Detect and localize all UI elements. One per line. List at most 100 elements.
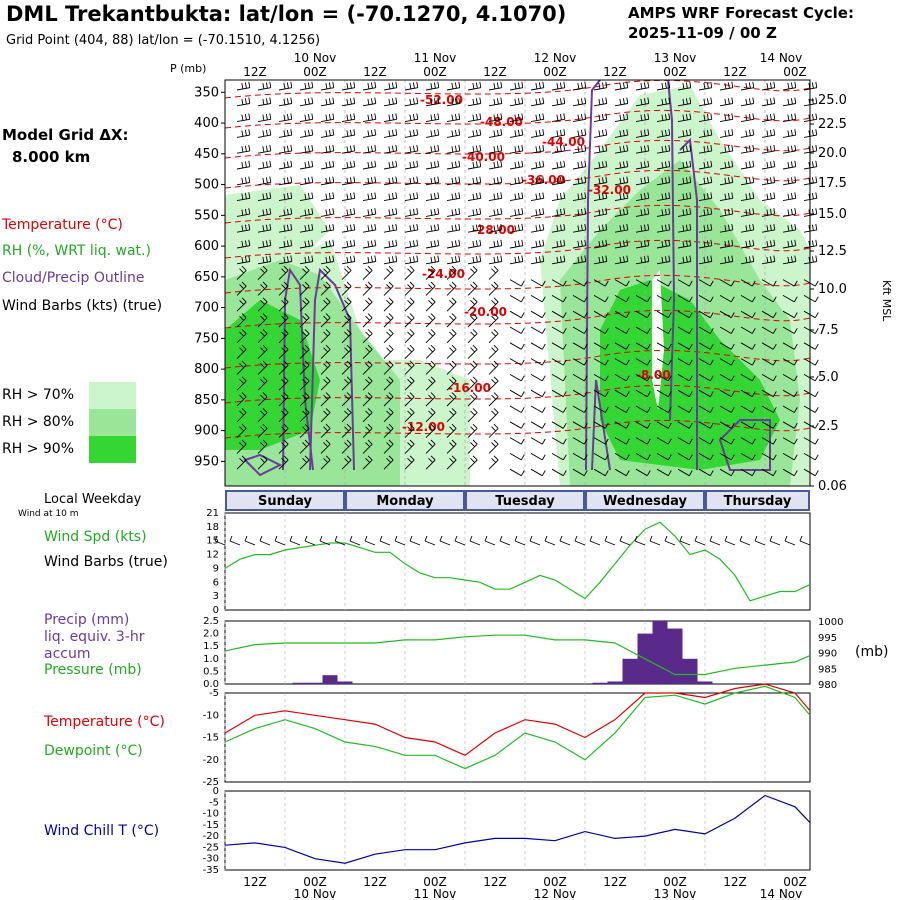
wind-barb [383,265,394,280]
wind-barb [236,239,251,249]
wind-barb [467,313,478,328]
wind-barb [404,81,419,91]
wind-barb [614,342,630,350]
wind-barb [635,239,650,249]
wind-barb [698,176,713,186]
wind-chill-tick-label: -35 [203,865,219,876]
wind-barb [383,344,394,359]
wind-barb [719,310,735,319]
wind-barb [341,97,356,107]
dewpoint-label: Dewpoint (°C) [44,743,143,759]
wind-barb [320,113,335,123]
wind-barb [761,176,776,186]
legend-rh80-label: RH > 80% [2,414,75,430]
wind-barb [362,144,377,154]
wind-barb [404,376,415,391]
wind-barb [383,455,394,470]
wind-barb [488,192,503,202]
wind-barb [719,208,734,217]
temperature-tick-label: -25 [203,777,219,788]
wind-barb [740,239,755,249]
precip-bar [322,675,338,684]
surface-wind-barb [394,535,406,546]
isotherm-label: -52.00 [420,93,463,107]
isotherm-label: -16.00 [448,381,491,395]
wind-barb [635,342,651,350]
wind-barb [320,144,335,154]
wind-barb [467,208,482,217]
wind-barb [467,144,482,154]
wind-barb [404,455,415,470]
wind-barb [782,437,798,445]
wind-barb [572,437,588,445]
wind-barb [299,255,314,265]
wind-barb [698,255,713,265]
wind-barb [257,329,268,344]
surface-wind-barb [454,535,466,546]
wind-barb [614,310,630,319]
wind-barb [677,405,693,413]
wind-barb [530,192,545,202]
temperature-tick-label: -15 [203,733,219,744]
temperature-frame [224,692,811,783]
wind-barb [362,392,373,407]
wind-barb [593,310,609,319]
wind-barb [572,421,588,429]
wind-barb [383,408,394,423]
time-tick-bottom: 12Z [603,875,627,889]
surface-wind-barb [574,535,586,546]
wind-barb [530,468,546,477]
date-label-top: 13 Nov [654,51,697,65]
wind-barb [656,144,671,154]
wind-barb [278,113,293,123]
wind-barb [614,255,629,265]
wind-barb [782,342,798,350]
wind-barb [782,97,797,107]
cloud-outline [679,137,698,470]
wind-barb [257,192,272,202]
precip-bar [337,681,353,684]
pressure-tick-label: 750 [194,331,219,346]
wind-barb [593,255,608,265]
temperature-series-line [224,683,811,756]
wind-barb [740,208,755,217]
wind-barb [257,281,268,296]
wind-barb [446,344,457,359]
wind-barb [257,392,268,407]
wind-barb [782,374,798,382]
height-tick-label: 10.0 [818,282,847,297]
wind-barb [614,192,629,202]
pressure-axis-title: P (mb) [170,62,207,75]
wind-barb [320,129,335,138]
wind-barb [383,239,398,249]
height-tick-label: 15.0 [818,207,847,222]
wind-barb [656,405,672,413]
wind-barb [719,81,734,91]
rh-region [225,300,320,450]
wind-barb [656,421,672,429]
wind-barb [404,439,415,454]
wind-chill-tick-label: -25 [203,842,219,853]
wind-barb [383,297,394,312]
local-weekday-label: Local Weekday [44,492,142,507]
wind-barb [425,313,436,328]
precip-bar [697,681,713,684]
wind-barb [467,129,482,138]
wind-barb [656,453,672,461]
wind-barb [656,113,671,123]
wind-chill-tick-label: -20 [203,831,219,842]
wind-barb [698,468,714,477]
wind-barb [614,389,630,398]
wind-barb [740,405,756,413]
wind-barb [446,455,457,470]
wind-barb [719,468,735,477]
wind-barb [656,239,671,249]
wind-barb [467,297,478,312]
wind-barb [278,97,293,107]
wind-barb [635,223,650,233]
wind-barb [698,295,714,303]
wind-barb [383,360,394,375]
wind-chill-tick-label: 0 [213,786,219,797]
time-tick-bottom: 12Z [723,875,747,889]
wind-barb [425,408,436,423]
